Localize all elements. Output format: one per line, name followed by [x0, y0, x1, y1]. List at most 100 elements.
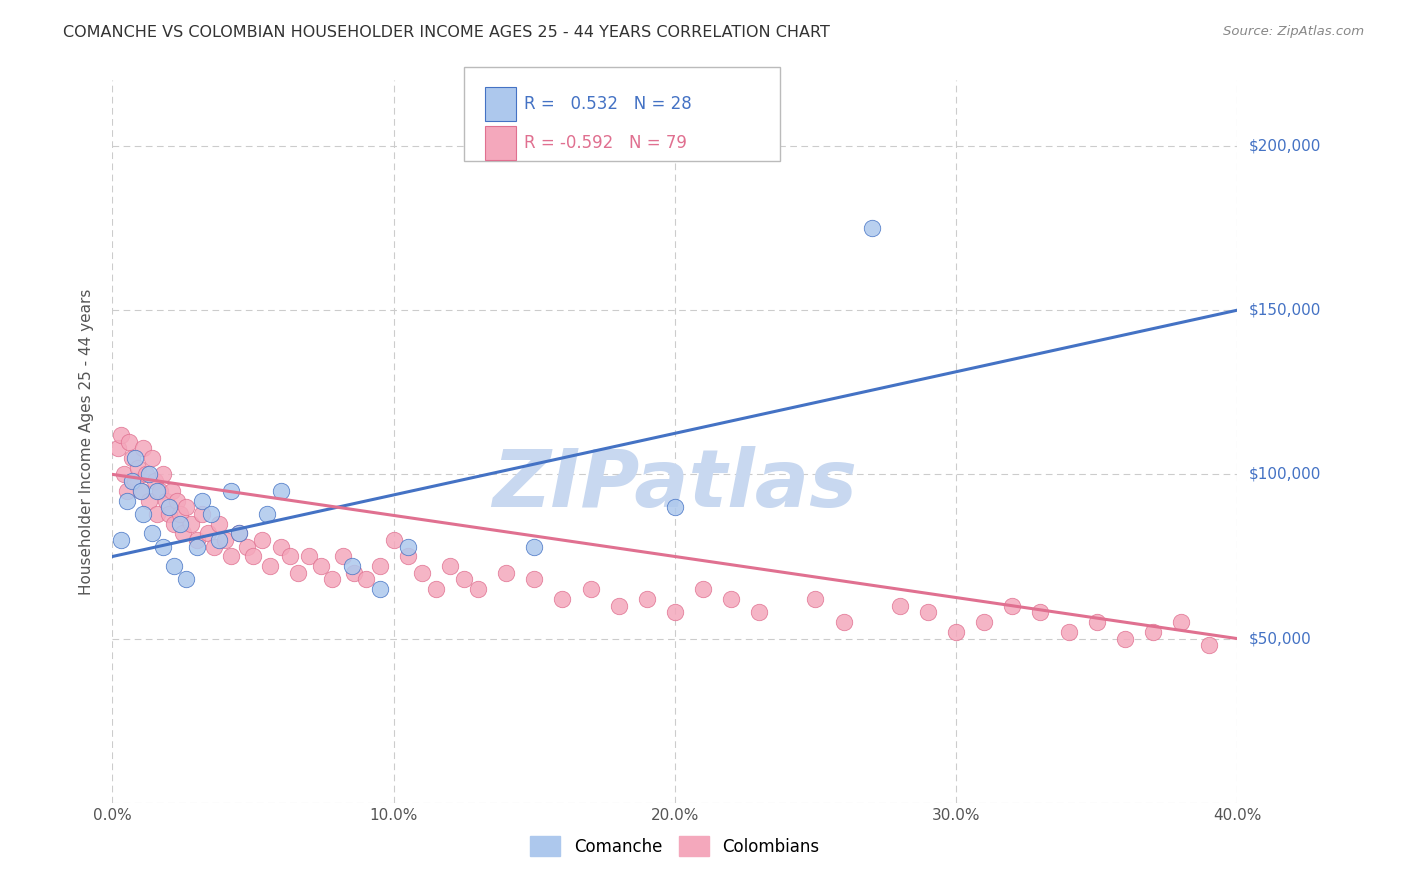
Legend: Comanche, Colombians: Comanche, Colombians [524, 830, 825, 863]
Point [551, 592, 574, 607]
Point [157, 500, 180, 515]
Point [332, 549, 354, 564]
Point [523, 540, 546, 554]
Point [110, 533, 132, 547]
Point [495, 566, 517, 580]
Text: COMANCHE VS COLOMBIAN HOUSEHOLDER INCOME AGES 25 - 44 YEARS CORRELATION CHART: COMANCHE VS COLOMBIAN HOUSEHOLDER INCOME… [63, 25, 830, 40]
Point [127, 460, 149, 475]
Point [121, 474, 143, 488]
Point [1114, 632, 1136, 646]
Point [945, 625, 967, 640]
Point [467, 582, 489, 597]
Point [174, 573, 197, 587]
Text: $150,000: $150,000 [1249, 302, 1320, 318]
Point [1198, 638, 1220, 652]
Text: ZIPatlas: ZIPatlas [492, 446, 858, 524]
Point [523, 573, 546, 587]
Point [141, 450, 163, 465]
Point [343, 566, 366, 580]
Point [146, 483, 169, 498]
Point [157, 507, 180, 521]
Point [396, 540, 419, 554]
Point [321, 573, 343, 587]
Point [692, 582, 714, 597]
Point [354, 573, 377, 587]
Point [236, 540, 259, 554]
Point [664, 500, 686, 515]
Point [382, 533, 405, 547]
Text: $100,000: $100,000 [1249, 467, 1320, 482]
Point [191, 493, 214, 508]
Point [202, 540, 225, 554]
Point [1029, 605, 1052, 619]
Point [107, 441, 129, 455]
Point [368, 559, 391, 574]
Point [208, 533, 231, 547]
Point [607, 599, 630, 613]
Point [132, 441, 155, 455]
Point [200, 507, 222, 521]
Point [163, 516, 186, 531]
Point [973, 615, 995, 630]
Point [411, 566, 433, 580]
Point [112, 467, 135, 482]
Point [720, 592, 742, 607]
Point [228, 526, 250, 541]
Point [287, 566, 309, 580]
Point [664, 605, 686, 619]
Point [298, 549, 321, 564]
Point [124, 450, 146, 465]
Point [256, 507, 278, 521]
Point [146, 507, 169, 521]
Point [129, 483, 152, 498]
Point [242, 549, 264, 564]
Point [1170, 615, 1192, 630]
Point [197, 526, 219, 541]
Point [1001, 599, 1024, 613]
Text: $50,000: $50,000 [1249, 632, 1312, 646]
Point [250, 533, 273, 547]
Point [115, 483, 138, 498]
Point [219, 483, 242, 498]
Point [748, 605, 770, 619]
Point [141, 526, 163, 541]
Point [135, 467, 157, 482]
Point [860, 221, 883, 235]
Point [152, 540, 174, 554]
Point [172, 526, 194, 541]
Point [228, 526, 250, 541]
Point [118, 434, 141, 449]
Point [259, 559, 281, 574]
Point [138, 467, 160, 482]
Point [214, 533, 236, 547]
Point [889, 599, 911, 613]
Point [1085, 615, 1108, 630]
Point [340, 559, 363, 574]
Point [425, 582, 447, 597]
Point [121, 450, 143, 465]
Point [180, 516, 202, 531]
Text: R = -0.592   N = 79: R = -0.592 N = 79 [524, 135, 688, 153]
Point [166, 493, 188, 508]
Point [174, 500, 197, 515]
Text: R =   0.532   N = 28: R = 0.532 N = 28 [524, 95, 692, 112]
Point [832, 615, 855, 630]
Text: $200,000: $200,000 [1249, 138, 1320, 153]
Point [804, 592, 827, 607]
Point [453, 573, 475, 587]
Point [138, 493, 160, 508]
Point [368, 582, 391, 597]
Point [1057, 625, 1080, 640]
Point [396, 549, 419, 564]
Point [149, 483, 172, 498]
Point [124, 474, 146, 488]
Point [110, 428, 132, 442]
Point [163, 559, 186, 574]
Point [152, 467, 174, 482]
Point [1142, 625, 1164, 640]
Point [186, 540, 208, 554]
Point [208, 516, 231, 531]
Point [191, 507, 214, 521]
Point [309, 559, 332, 574]
Point [143, 474, 166, 488]
